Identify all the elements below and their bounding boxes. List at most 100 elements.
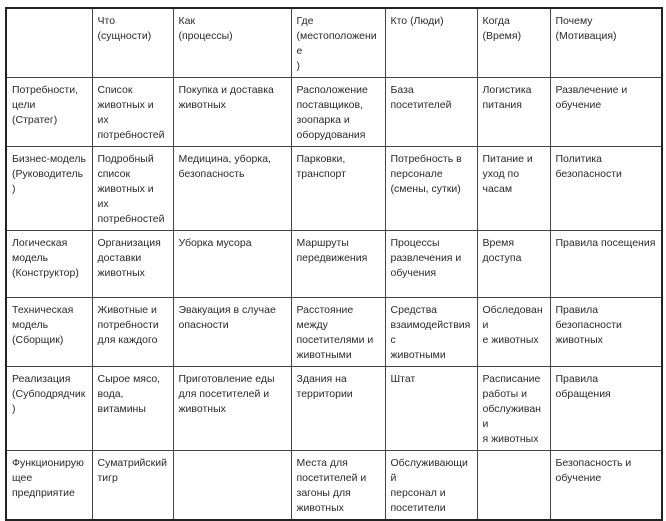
table-cell: Подробный список животных и их потребнос… [91, 146, 174, 231]
table-cell: Места для посетителей и загоны для живот… [290, 450, 386, 521]
table-cell: База посетителей [384, 77, 478, 147]
row-header: Потребности, цели (Стратег) [5, 77, 93, 147]
cell-text: Обследовани е животных [482, 304, 543, 346]
cell-text: Расстояние между посетителями и животным… [296, 304, 374, 361]
column-header: Что (сущности) [91, 7, 174, 78]
cell-text: Медицина, уборка, безопасность [178, 153, 271, 180]
table-cell: Организация доставки животных [91, 230, 174, 298]
table-cell: Покупка и доставка животных [172, 77, 292, 147]
cell-text: Маршруты передвижения [296, 237, 368, 264]
table-cell: Средства взаимодействия с животными [384, 297, 478, 367]
table-row: Потребности, цели (Стратег) Список животн… [5, 77, 663, 147]
table-cell: Расписание работы и обслуживани я животн… [476, 366, 551, 451]
cell-text: Процессы развлечения и обучения [390, 237, 462, 279]
column-header: Почему (Мотивация) [549, 7, 663, 78]
cell-text: Логическая модель (Конструктор) [12, 237, 79, 279]
table-cell: Суматрийский тигр [91, 450, 174, 521]
cell-text: Реализация (Субподрядчик) [12, 373, 86, 415]
row-header: Бизнес-модель (Руководитель) [5, 146, 93, 231]
table-row: Реализация (Субподрядчик) Сырое мясо, вод… [5, 366, 663, 451]
row-header: Техническая модель (Сборщик) [5, 297, 93, 367]
table-cell: Эвакуация в случае опасности [172, 297, 292, 367]
table-cell: Развлечение и обучение [549, 77, 663, 147]
zachman-framework-table: Что (сущности) Как (процессы) Где (местопо… [5, 7, 663, 521]
cell-text: Расписание работы и обслуживани я животн… [482, 373, 541, 445]
cell-text: Места для посетителей и загоны для живот… [296, 457, 367, 514]
table-cell: Парковки, транспорт [290, 146, 386, 231]
column-header: Где (местоположение ) [290, 7, 386, 78]
cell-text: Когда (Время) [482, 15, 522, 42]
cell-text: Суматрийский тигр [97, 457, 168, 484]
cell-text: Здания на территории [296, 373, 353, 400]
table-cell: Медицина, уборка, безопасность [172, 146, 292, 231]
cell-text: Животные и потребности для каждого [97, 304, 159, 346]
cell-text: Расположение поставщиков, зоопарка и обо… [296, 84, 368, 141]
table-cell: Правила безопасности животных [549, 297, 663, 367]
cell-text: Подробный список животных и их потребнос… [97, 153, 165, 225]
column-header: Когда (Время) [476, 7, 551, 78]
cell-text: База посетителей [390, 84, 452, 111]
table-cell: Логистика питания [476, 77, 551, 147]
table-cell: Политика безопасности [549, 146, 663, 231]
table-cell: Правила обращения [549, 366, 663, 451]
cell-text: Эвакуация в случае опасности [178, 304, 276, 331]
table-cell: Процессы развлечения и обучения [384, 230, 478, 298]
table-cell: Обследовани е животных [476, 297, 551, 367]
cell-text: Как (процессы) [178, 15, 233, 42]
table-cell: Правила посещения [549, 230, 663, 298]
table-cell [172, 450, 292, 521]
column-header: Кто (Люди) [384, 7, 478, 78]
cell-text: Сырое мясо, вода, витамины [97, 373, 161, 415]
cell-text: Почему (Мотивация) [555, 15, 617, 42]
cell-text: Средства взаимодействия с животными [390, 304, 471, 361]
table-cell: Питание и уход по часам [476, 146, 551, 231]
table-cell: Расстояние между посетителями и животным… [290, 297, 386, 367]
cell-text: Парковки, транспорт [296, 153, 346, 180]
table-cell: Здания на территории [290, 366, 386, 451]
cell-text: Техническая модель (Сборщик) [12, 304, 74, 346]
cell-text: Правила безопасности животных [555, 304, 622, 346]
table-cell: Сырое мясо, вода, витамины [91, 366, 174, 451]
table-cell: Приготовление еды для посетителей и живо… [172, 366, 292, 451]
cell-text: Потребности, цели (Стратег) [12, 84, 79, 126]
row-header: Реализация (Субподрядчик) [5, 366, 93, 451]
cell-text: Кто (Люди) [390, 15, 444, 27]
cell-text: Правила посещения [555, 237, 656, 249]
table-row: Логическая модель (Конструктор) Организац… [5, 230, 663, 298]
cell-text: Организация доставки животных [97, 237, 161, 279]
table-cell: Маршруты передвижения [290, 230, 386, 298]
cell-text: Время доступа [482, 237, 522, 264]
cell-text: Где (местоположение ) [296, 15, 377, 72]
cell-text: Питание и уход по часам [482, 153, 533, 195]
cell-text: Безопасность и обучение [555, 457, 632, 484]
cell-text: Что (сущности) [97, 15, 152, 42]
cell-text: Штат [390, 373, 416, 385]
cell-text: Правила обращения [555, 373, 611, 400]
table-cell: Штат [384, 366, 478, 451]
table-cell: Уборка мусора [172, 230, 292, 298]
table-cell: Время доступа [476, 230, 551, 298]
table-cell: Безопасность и обучение [549, 450, 663, 521]
cell-text: Логистика питания [482, 84, 532, 111]
cell-text: Потребность в персонале (смены, сутки) [390, 153, 462, 195]
cell-text: Развлечение и обучение [555, 84, 628, 111]
table-row: Техническая модель (Сборщик) Животные и п… [5, 297, 663, 367]
table-cell: Обслуживающий персонал и посетители [384, 450, 478, 521]
cell-text: Уборка мусора [178, 237, 252, 249]
cell-text: Функционирую щее предприятие [12, 457, 84, 499]
table-cell: Список животных и их потребностей [91, 77, 174, 147]
cell-text: Приготовление еды для посетителей и живо… [178, 373, 275, 415]
cell-text: Бизнес-модель (Руководитель) [12, 153, 86, 195]
table-cell: Животные и потребности для каждого [91, 297, 174, 367]
table-cell: Расположение поставщиков, зоопарка и обо… [290, 77, 386, 147]
row-header: Функционирую щее предприятие [5, 450, 93, 521]
row-header: Логическая модель (Конструктор) [5, 230, 93, 298]
header-row: Что (сущности) Как (процессы) Где (местопо… [5, 7, 663, 78]
table-row: Функционирую щее предприятие Суматрийский… [5, 450, 663, 521]
table-row: Бизнес-модель (Руководитель) Подробный сп… [5, 146, 663, 231]
cell-text: Список животных и их потребностей [97, 84, 165, 141]
table-cell: Потребность в персонале (смены, сутки) [384, 146, 478, 231]
column-header [5, 7, 93, 78]
cell-text: Политика безопасности [555, 153, 622, 180]
column-header: Как (процессы) [172, 7, 292, 78]
